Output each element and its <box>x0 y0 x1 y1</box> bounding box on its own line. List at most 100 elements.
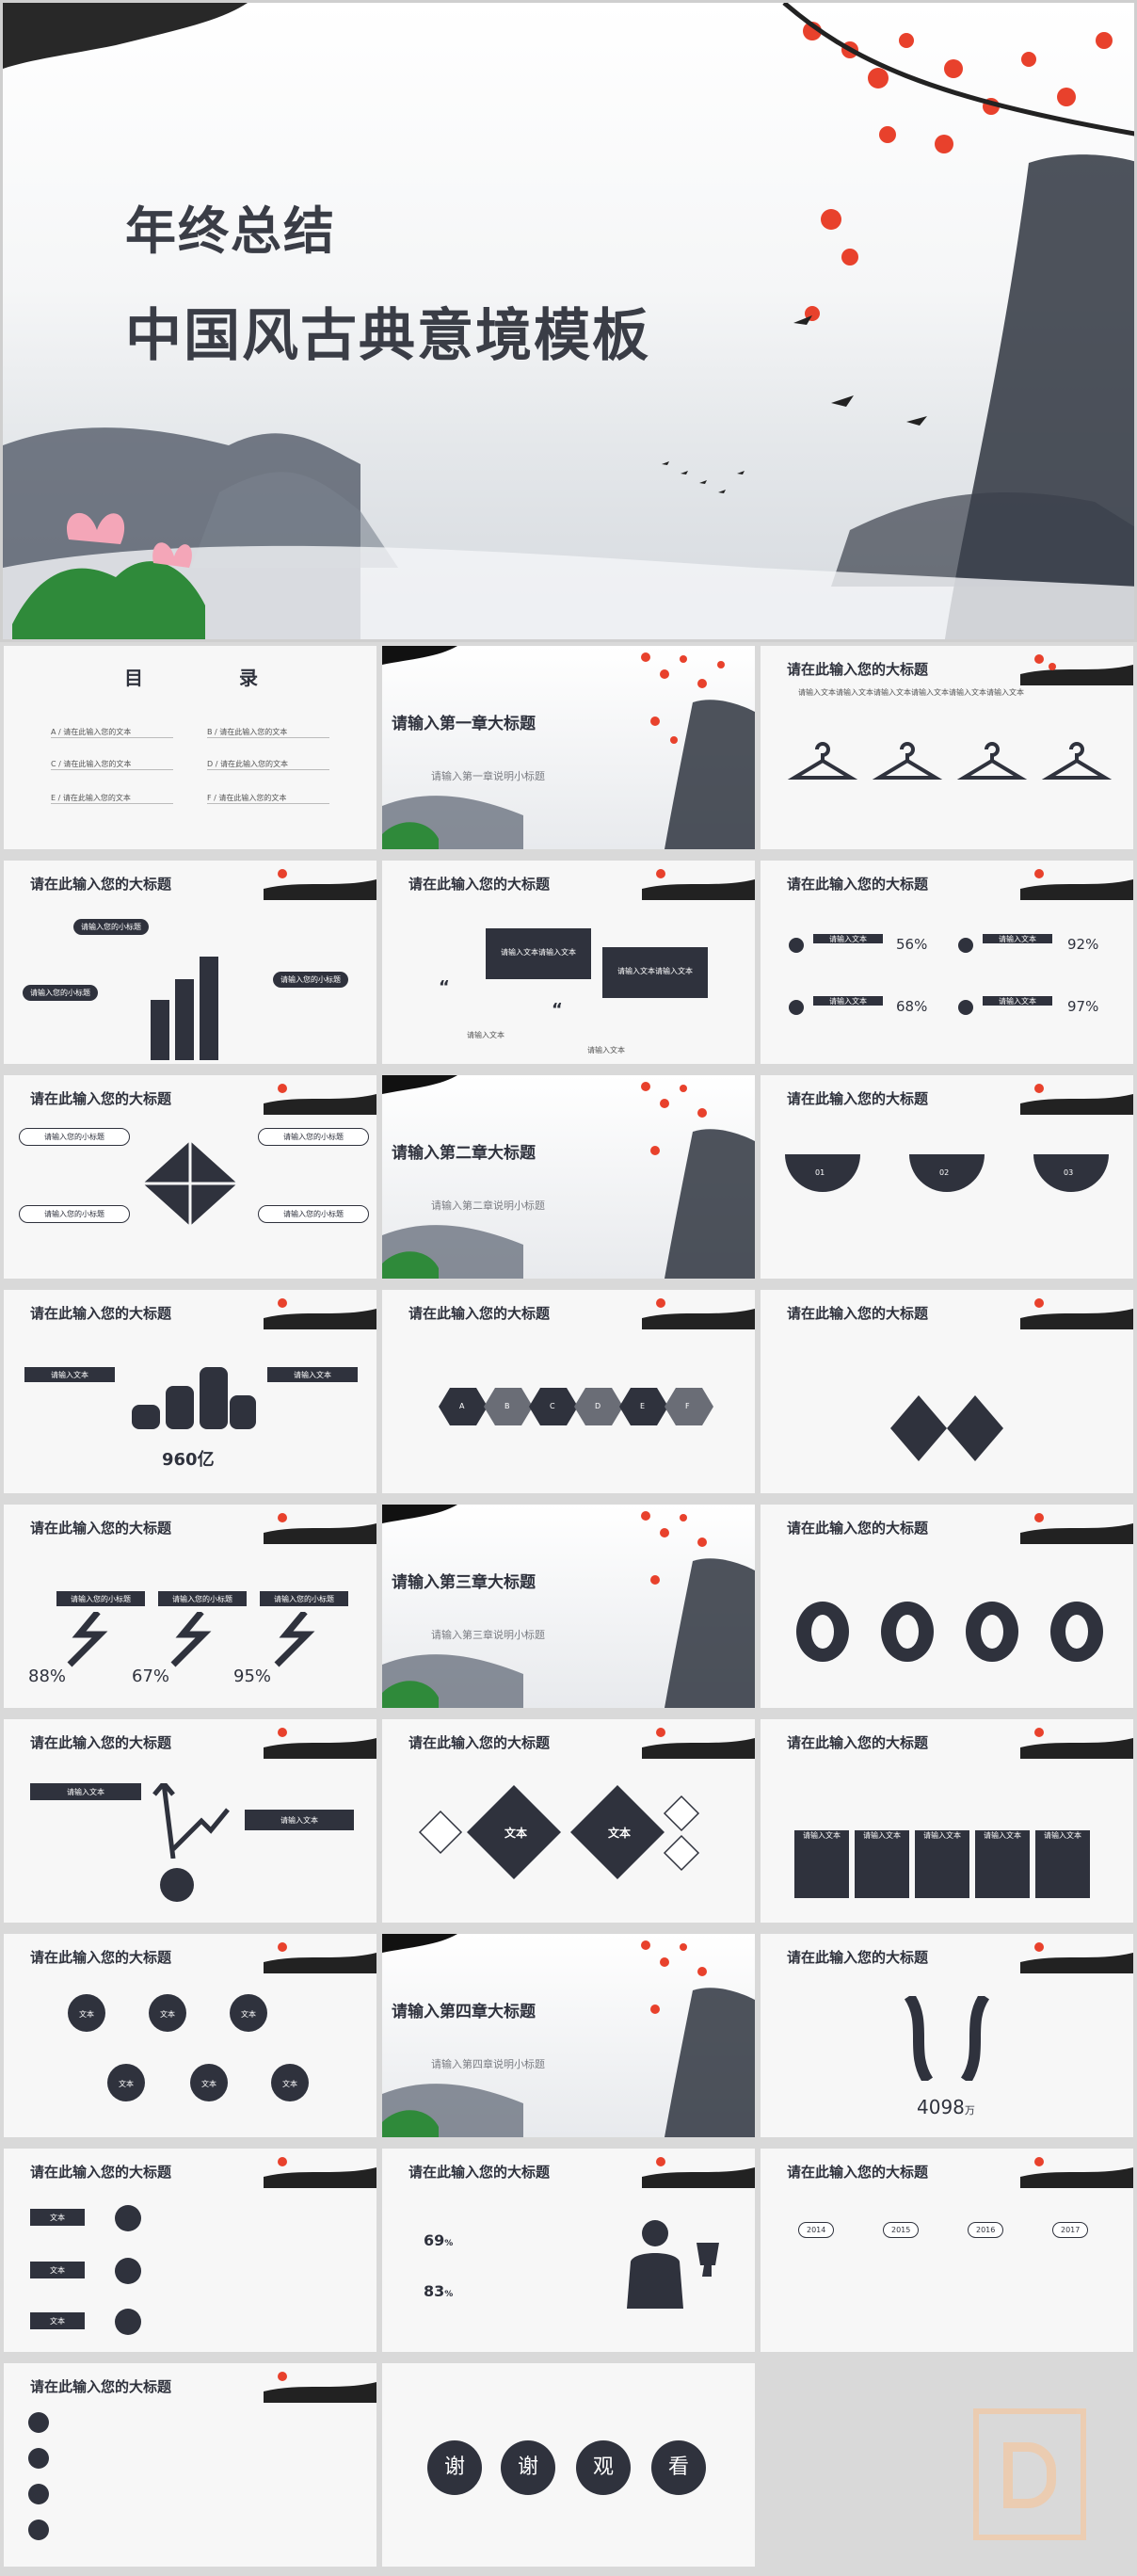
slide-heading: 请在此输入您的大标题 <box>30 876 172 893</box>
slide-banners[interactable]: 请在此输入您的大标题 请输入文本 请输入文本 请输入文本 请输入文本 请输入文本 <box>761 1719 1133 1923</box>
coin-stacks-icon <box>132 1367 256 1429</box>
label-pill: 请输入您的小标题 <box>19 1205 130 1223</box>
list-icon <box>28 2412 49 2433</box>
slide-heading: 请在此输入您的大标题 <box>787 1734 929 1751</box>
icon-dot <box>958 938 973 953</box>
list-icon <box>115 2258 141 2284</box>
blossom-ornament <box>264 1513 376 1544</box>
slide-heading: 请在此输入您的大标题 <box>30 1734 172 1751</box>
body-text: 请输入文本请输入文本请输入文本请输入文本请输入文本请输入文本 <box>798 688 1024 697</box>
slide-diamonds[interactable]: 请在此输入您的大标题 <box>761 1290 1133 1493</box>
blossom-ornament <box>1020 654 1133 685</box>
slide-hangers[interactable]: 请在此输入您的大标题 请输入文本请输入文本请输入文本请输入文本请输入文本请输入文… <box>761 646 1133 849</box>
slide-zigzag[interactable]: 请在此输入您的大标题 请输入您的小标题 请输入您的小标题 请输入您的小标题 88… <box>4 1505 376 1708</box>
bar <box>200 957 218 1060</box>
year-pill: 2016 <box>968 2222 1004 2238</box>
label-box: 请输入您的小标题 <box>158 1591 247 1606</box>
blossom-ornament <box>264 1728 376 1759</box>
blossom-ornament <box>1020 1513 1133 1544</box>
slide-chapter-4[interactable]: 请输入第四章大标题 请输入第四章说明小标题 <box>382 1934 755 2137</box>
year-pill: 2017 <box>1052 2222 1089 2238</box>
slide-hexagons[interactable]: 请在此输入您的大标题 A B C D E F <box>382 1290 755 1493</box>
year-pill: 2015 <box>883 2222 920 2238</box>
slide-steps[interactable]: 请在此输入您的大标题 01 02 03 <box>761 1075 1133 1279</box>
node-circle <box>68 1994 105 2032</box>
thanks-char: 谢 <box>501 2440 555 2495</box>
hexagon-row <box>439 1388 713 1425</box>
toc-item: F / 请在此输入您的文本 <box>207 793 329 804</box>
slide-puzzle[interactable]: 请在此输入您的大标题 请输入您的小标题 请输入您的小标题 请输入您的小标题 请输… <box>4 1075 376 1279</box>
toc-title-b: 录 <box>239 667 258 689</box>
step-number: 02 <box>939 1168 950 1177</box>
label-pill: 请输入您的小标题 <box>73 919 149 935</box>
slide-timeline[interactable]: 请在此输入您的大标题 2014 2015 2016 2017 <box>761 2149 1133 2352</box>
label-bar: 请输入文本 <box>813 934 883 943</box>
hero-title-line1: 年终总结 <box>125 201 336 261</box>
slide-chapter-3[interactable]: 请输入第三章大标题 请输入第三章说明小标题 <box>382 1505 755 1708</box>
slide-people[interactable]: 请在此输入您的大标题 69% 83% <box>382 2149 755 2352</box>
slide-big-diamonds[interactable]: 请在此输入您的大标题 文本 文本 <box>382 1719 755 1923</box>
thanks-char: 观 <box>576 2440 631 2495</box>
label-box: 文本 <box>30 2262 85 2278</box>
blossom-ornament <box>1020 1728 1133 1759</box>
toc-item: C / 请在此输入您的文本 <box>51 759 173 770</box>
node-circle <box>190 2064 228 2101</box>
label-bar: 请输入文本 <box>813 996 883 1006</box>
label-box: 请输入文本 <box>24 1367 115 1382</box>
slide-chapter-1[interactable]: 请输入第一章大标题 请输入第一章说明小标题 <box>382 646 755 849</box>
slide-checklist[interactable]: 请在此输入您的大标题 <box>4 2363 376 2567</box>
slide-heading: 请在此输入您的大标题 <box>787 1520 929 1537</box>
toc-title-a: 目 <box>124 667 143 689</box>
node-label: 文本 <box>282 2080 297 2088</box>
quote-mark-icon: “ <box>439 977 450 997</box>
slide-heading: 请在此输入您的大标题 <box>30 2378 172 2395</box>
percent-value: 69% <box>424 2231 454 2249</box>
blossom-ornament <box>264 1942 376 1973</box>
chapter-landscape <box>382 646 755 849</box>
diamond-label: 文本 <box>608 1827 632 1840</box>
label-pill: 请输入您的小标题 <box>273 972 348 988</box>
slide-circles[interactable]: 请在此输入您的大标题 文本 文本 文本 文本 文本 文本 <box>4 1934 376 2137</box>
businessman-trophy-icon <box>627 2220 719 2309</box>
chapter-subtitle: 请输入第四章说明小标题 <box>431 2058 545 2070</box>
blossom-ornament <box>264 2157 376 2188</box>
slide-heading: 请在此输入您的大标题 <box>30 1090 172 1107</box>
blossom-ornament <box>642 2157 755 2188</box>
chapter-subtitle: 请输入第二章说明小标题 <box>431 1199 545 1212</box>
hex-letter: B <box>504 1402 510 1410</box>
label-pill: 请输入您的小标题 <box>23 985 98 1001</box>
slide-toc[interactable]: 目 录 A / 请在此输入您的文本 B / 请在此输入您的文本 C / 请在此输… <box>4 646 376 849</box>
slide-heading: 请在此输入您的大标题 <box>787 661 929 678</box>
slide-chapter-2[interactable]: 请输入第二章大标题 请输入第二章说明小标题 <box>382 1075 755 1279</box>
node-label: 文本 <box>79 2010 94 2019</box>
label-bar: 请输入文本 <box>983 996 1052 1006</box>
slide-bar-chart[interactable]: 请在此输入您的大标题 请输入您的小标题 请输入您的小标题 请输入您的小标题 <box>4 861 376 1064</box>
chapter-title: 请输入第二章大标题 <box>392 1144 536 1163</box>
growth-arrows <box>152 1783 230 1859</box>
slide-thanks[interactable]: 谢 谢 观 看 <box>382 2363 755 2567</box>
thanks-char: 看 <box>651 2440 706 2495</box>
ring-icons <box>796 1602 1103 1662</box>
quote-box: 请输入文本请输入文本 <box>602 947 708 998</box>
slide-growth[interactable]: 请在此输入您的大标题 请输入文本 请输入文本 <box>4 1719 376 1923</box>
node-label: 文本 <box>201 2080 216 2088</box>
slide-rings[interactable]: 请在此输入您的大标题 <box>761 1505 1133 1708</box>
slide-coins[interactable]: 请在此输入您的大标题 请输入文本 请输入文本 960亿 <box>4 1290 376 1493</box>
percent-value: 68% <box>896 998 928 1015</box>
blossom-ornament <box>642 1728 755 1759</box>
slide-heading: 请在此输入您的大标题 <box>787 1090 929 1107</box>
slide-quotes[interactable]: 请在此输入您的大标题 请输入文本请输入文本 请输入文本请输入文本 “ “ 请输入… <box>382 861 755 1064</box>
node-circle <box>230 1994 267 2032</box>
slide-heading: 请在此输入您的大标题 <box>408 1734 551 1751</box>
slide-percentages[interactable]: 请在此输入您的大标题 56% 92% 68% 97% 请输入文本 请输入文本 请… <box>761 861 1133 1064</box>
list-icon <box>28 2484 49 2504</box>
slide-sum[interactable]: 请在此输入您的大标题 4098万 <box>761 1934 1133 2137</box>
chapter-title: 请输入第四章大标题 <box>392 2003 536 2021</box>
year-pill: 2014 <box>798 2222 835 2238</box>
blossom-ornament <box>642 869 755 900</box>
toc-item: B / 请在此输入您的文本 <box>207 727 329 738</box>
label-box: 文本 <box>30 2209 85 2226</box>
blossom-ornament <box>1020 2157 1133 2188</box>
slide-list-icons[interactable]: 请在此输入您的大标题 文本 文本 文本 <box>4 2149 376 2352</box>
hex-letter: C <box>550 1402 555 1410</box>
